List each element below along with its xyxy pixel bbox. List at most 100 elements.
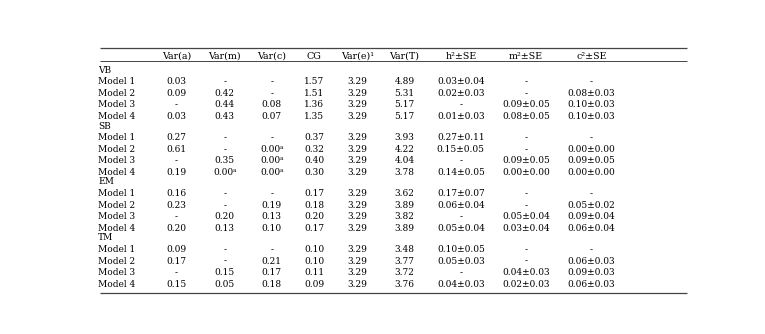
Text: Model 4: Model 4 (98, 112, 135, 121)
Text: 0.15: 0.15 (215, 268, 235, 277)
Text: 0.27±0.11: 0.27±0.11 (437, 133, 485, 142)
Text: 0.10±0.03: 0.10±0.03 (568, 101, 615, 110)
Text: Model 1: Model 1 (98, 77, 135, 86)
Text: 3.29: 3.29 (348, 280, 368, 289)
Text: -: - (459, 212, 462, 221)
Text: 0.03±0.04: 0.03±0.04 (503, 224, 550, 233)
Text: 0.35: 0.35 (215, 156, 235, 165)
Text: 0.06±0.04: 0.06±0.04 (568, 224, 615, 233)
Text: Model 3: Model 3 (98, 212, 135, 221)
Text: 3.29: 3.29 (348, 133, 368, 142)
Text: 0.40: 0.40 (304, 156, 324, 165)
Text: 0.20: 0.20 (215, 212, 235, 221)
Text: 0.05±0.02: 0.05±0.02 (568, 201, 615, 210)
Text: 0.08±0.03: 0.08±0.03 (568, 89, 615, 98)
Text: 3.72: 3.72 (395, 268, 415, 277)
Text: 0.09±0.03: 0.09±0.03 (568, 268, 615, 277)
Text: 1.36: 1.36 (304, 101, 324, 110)
Text: -: - (525, 201, 528, 210)
Text: -: - (223, 201, 226, 210)
Text: 0.02±0.03: 0.02±0.03 (437, 89, 484, 98)
Text: 3.82: 3.82 (395, 212, 415, 221)
Text: 3.29: 3.29 (348, 156, 368, 165)
Text: Model 3: Model 3 (98, 268, 135, 277)
Text: VB: VB (98, 66, 111, 74)
Text: 0.13: 0.13 (262, 212, 282, 221)
Text: -: - (174, 268, 177, 277)
Text: -: - (525, 77, 528, 86)
Text: Var(e)¹: Var(e)¹ (341, 52, 374, 61)
Text: 0.00±0.00: 0.00±0.00 (568, 168, 615, 177)
Text: Var(a): Var(a) (161, 52, 191, 61)
Text: Model 3: Model 3 (98, 156, 135, 165)
Text: Model 1: Model 1 (98, 189, 135, 198)
Text: 3.78: 3.78 (395, 168, 415, 177)
Text: 0.03: 0.03 (166, 77, 186, 86)
Text: 0.00ᵃ: 0.00ᵃ (260, 156, 284, 165)
Text: Model 4: Model 4 (98, 280, 135, 289)
Text: -: - (223, 189, 226, 198)
Text: -: - (459, 268, 462, 277)
Text: 3.62: 3.62 (395, 189, 415, 198)
Text: 0.10: 0.10 (304, 245, 324, 254)
Text: 0.08: 0.08 (262, 101, 282, 110)
Text: -: - (459, 101, 462, 110)
Text: 5.17: 5.17 (395, 101, 415, 110)
Text: 0.06±0.03: 0.06±0.03 (568, 280, 615, 289)
Text: -: - (223, 133, 226, 142)
Text: 0.15±0.05: 0.15±0.05 (437, 145, 485, 154)
Text: Var(T): Var(T) (389, 52, 419, 61)
Text: 0.08±0.05: 0.08±0.05 (502, 112, 550, 121)
Text: 0.13: 0.13 (215, 224, 235, 233)
Text: 0.15: 0.15 (166, 280, 187, 289)
Text: 3.77: 3.77 (395, 257, 415, 266)
Text: 0.00±0.00: 0.00±0.00 (502, 168, 550, 177)
Text: TM: TM (98, 233, 113, 242)
Text: Model 1: Model 1 (98, 133, 135, 142)
Text: 0.43: 0.43 (215, 112, 235, 121)
Text: 0.10±0.03: 0.10±0.03 (568, 112, 615, 121)
Text: Model 2: Model 2 (98, 201, 135, 210)
Text: 0.30: 0.30 (304, 168, 324, 177)
Text: 0.02±0.03: 0.02±0.03 (503, 280, 550, 289)
Text: -: - (174, 212, 177, 221)
Text: 0.17: 0.17 (166, 257, 187, 266)
Text: 3.29: 3.29 (348, 168, 368, 177)
Text: 3.29: 3.29 (348, 224, 368, 233)
Text: 3.29: 3.29 (348, 257, 368, 266)
Text: 5.31: 5.31 (395, 89, 415, 98)
Text: 0.21: 0.21 (262, 257, 282, 266)
Text: 0.32: 0.32 (304, 145, 324, 154)
Text: 0.14±0.05: 0.14±0.05 (437, 168, 485, 177)
Text: 0.23: 0.23 (166, 201, 186, 210)
Text: 0.20: 0.20 (304, 212, 324, 221)
Text: 0.11: 0.11 (304, 268, 324, 277)
Text: 0.09: 0.09 (166, 89, 187, 98)
Text: -: - (270, 89, 273, 98)
Text: EM: EM (98, 177, 114, 186)
Text: -: - (525, 89, 528, 98)
Text: 0.00ᵃ: 0.00ᵃ (260, 168, 284, 177)
Text: -: - (223, 245, 226, 254)
Text: 0.09±0.05: 0.09±0.05 (502, 101, 550, 110)
Text: 4.04: 4.04 (395, 156, 415, 165)
Text: 0.10: 0.10 (304, 257, 324, 266)
Text: 0.18: 0.18 (304, 201, 324, 210)
Text: Model 2: Model 2 (98, 145, 135, 154)
Text: CG: CG (307, 52, 322, 61)
Text: -: - (223, 77, 226, 86)
Text: 0.19: 0.19 (166, 168, 187, 177)
Text: 0.17: 0.17 (262, 268, 282, 277)
Text: 0.17±0.07: 0.17±0.07 (437, 189, 485, 198)
Text: 0.04±0.03: 0.04±0.03 (503, 268, 550, 277)
Text: -: - (590, 77, 593, 86)
Text: 0.09±0.05: 0.09±0.05 (568, 156, 615, 165)
Text: 0.09±0.05: 0.09±0.05 (502, 156, 550, 165)
Text: 0.16: 0.16 (166, 189, 187, 198)
Text: 0.17: 0.17 (304, 189, 324, 198)
Text: 0.37: 0.37 (304, 133, 324, 142)
Text: 3.29: 3.29 (348, 268, 368, 277)
Text: -: - (174, 156, 177, 165)
Text: -: - (590, 245, 593, 254)
Text: 3.48: 3.48 (395, 245, 415, 254)
